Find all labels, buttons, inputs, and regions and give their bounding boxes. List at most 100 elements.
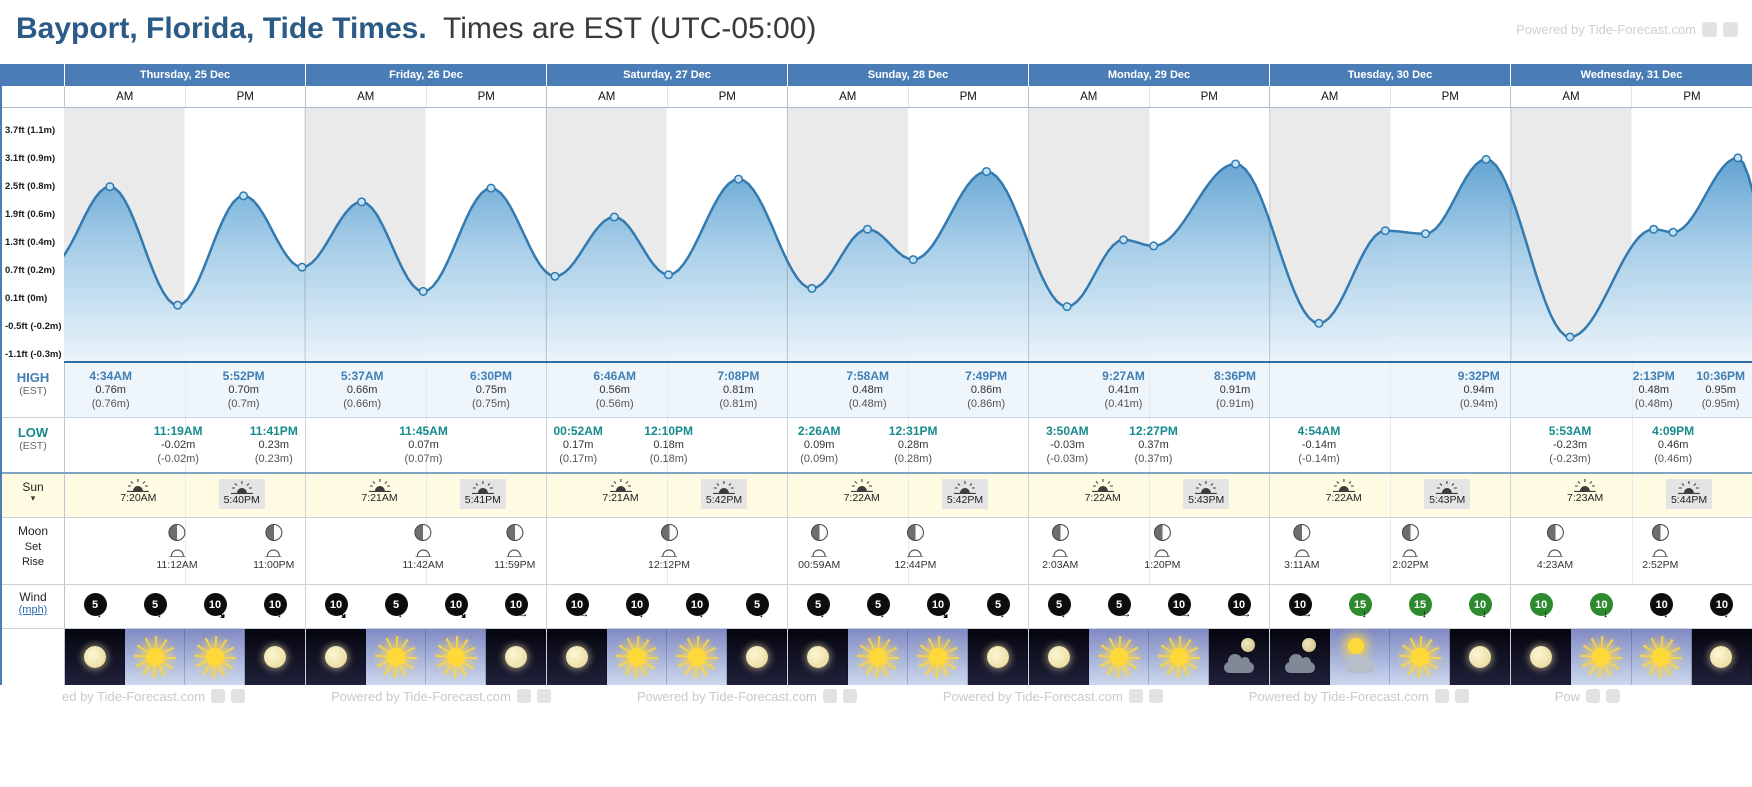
low-tide-height-m: 0.09m [803,439,835,451]
social-icon-1[interactable] [211,689,226,703]
wind-direction-arrow-icon: ↓ [819,608,826,620]
pm-label: PM [718,90,736,103]
watermark-text: ed by Tide-Forecast.com [62,688,206,704]
moon-cell: 00:59AM 12:44PM [788,518,1029,584]
wind-badge: 5 ↓ [806,593,830,620]
moon-set-event: 11:00PM [253,524,294,571]
day-header: Monday, 29 Dec [1029,64,1270,86]
y-axis-label: 1.9ft (0.6m) [5,209,56,220]
social-icon-1[interactable] [1585,689,1600,703]
wind-direction-arrow-icon: ↓ [758,608,765,620]
social-icon-2[interactable] [536,689,551,703]
social-icon-1[interactable] [822,689,837,703]
high-tide-time: 2:13PM [1632,369,1675,383]
moonrise-icon [1392,548,1428,557]
high-tide-entry: 10:36PM 0.95m (0.95m) [1696,369,1745,412]
wind-cell: 5 ↓ 5 ↓ 10 ↘ 5 ↓ [788,585,1029,628]
wind-direction-arrow-icon: ↓ [1481,608,1488,620]
watermark-top: Powered by Tide-Forecast.com [1516,22,1738,37]
wind-speed: 10 [1715,598,1728,611]
sunset-time: 5:43PM [1429,494,1466,506]
social-icon-2[interactable] [1723,22,1738,37]
sun-cell: 7:21AM 5:41PM [306,474,547,517]
weather-tile-clear-night [65,629,125,685]
sun-icon [1652,648,1671,666]
moon-icon [1710,646,1733,668]
social-icon-2[interactable] [231,689,246,703]
day-header: Sunday, 28 Dec [788,64,1029,86]
social-icon-1[interactable] [1128,689,1143,703]
wind-badge: 10 ↓ [1710,593,1734,620]
low-tide-cell: 2:26AM 0.09m (0.09m) 12:31PM 0.28m (0.28m) [788,418,1029,472]
weather-tile-sunny [607,629,667,685]
sun-row-expand-icon[interactable]: ▾ [30,493,36,503]
social-icon-2[interactable] [1454,689,1469,703]
location-title: Bayport, Florida, Tide Times. [16,12,427,45]
low-tide-entry: 11:19AM -0.02m (-0.02m) [154,424,203,467]
weather-tile-sunny [185,629,245,685]
moon-rise-time: 2:52PM [1642,559,1679,571]
moon-phase-icon [1401,524,1419,541]
footer-watermark: Powered by Tide-Forecast.com [331,689,551,704]
sunset-time: 5:41PM [464,494,501,506]
high-tide-cell: 6:46AM 0.56m (0.56m) 7:08PM 0.81m (0.81m) [547,363,788,417]
day-header-corner [2,64,65,86]
high-label: HIGH [16,370,50,385]
moon-set-time: 00:59AM [798,559,841,571]
weather-cell [65,629,306,685]
wind-speed: 10 [1473,598,1487,611]
sun-icon [1410,648,1429,666]
high-tide-height-m2: (0.75m) [472,397,510,410]
sun-icon [446,648,465,666]
sun-label: Sun [22,480,44,494]
social-icon-1[interactable] [1434,689,1449,703]
weather-tile-sunny [1390,629,1450,685]
weather-cell [306,629,547,685]
wind-badge: 10 ↓ [1529,593,1553,620]
high-tide-entry: 5:37AM 0.66m (0.66m) [341,369,384,412]
low-tide-time: 12:27PM [1129,424,1178,438]
social-icon-1[interactable] [1702,22,1717,37]
low-tide-entry: 12:27PM 0.37m (0.37m) [1129,424,1178,467]
wind-speed: 10 [268,598,282,611]
wind-unit-link[interactable]: (mph) [18,604,48,616]
weather-tile-cloudy-night [1209,629,1269,685]
sun-cells: 7:20AM 5:40PM 7:21AM 5:41PM 7:21AM 5:42PM 7:22… [65,474,1752,517]
moon-icon [504,646,527,668]
social-icon-1[interactable] [516,689,531,703]
moon-phase-icon [1293,524,1311,541]
am-label: AM [788,86,909,107]
watermark-text: Powered by Tide-Forecast.com [331,688,511,704]
moon-icon [986,646,1009,668]
wind-speed: 15 [1413,598,1427,611]
wind-cell: 10 ↘ 5 ↓ 10 ↘ 10 → [306,585,547,628]
social-icon-2[interactable] [1148,689,1163,703]
social-icon-2[interactable] [842,689,857,703]
weather-cell [1511,629,1752,685]
wind-speed: 5 [91,598,99,611]
moon-rise-event: 12:44PM [894,524,936,571]
weather-tile-clear-night [788,629,848,685]
moon-icon [1529,646,1552,668]
weather-tile-sunny [1089,629,1149,685]
high-tide-height-m: 0.70m [228,384,259,396]
low-tide-height-m2: (-0.03m) [1046,452,1089,465]
high-tide-height-m2: (0.66m) [343,397,382,410]
sunset-icon [706,481,742,494]
wind-direction-arrow-icon: ↓ [1060,608,1067,620]
sun-row: Sun ▾ 7:20AM 5:40PM 7:21AM 5:41PM 7:21AM 5:42… [2,474,1752,518]
high-tide-height-m: 0.91m [1219,384,1251,396]
high-tide-entry: 2:13PM 0.48m (0.48m) [1633,369,1675,412]
high-tide-entry: 6:46AM 0.56m (0.56m) [593,369,636,412]
high-tide-height-m: 0.76m [95,384,126,396]
weather-tile-clear-night [727,629,787,685]
social-icon-2[interactable] [1605,689,1620,703]
sunset-entry: 5:41PM [459,479,506,509]
high-tide-height-m: 0.75m [475,384,507,396]
low-tide-height-m: -0.14m [1301,439,1337,451]
wind-direction-arrow-icon: ↓ [1723,608,1729,620]
moon-set-event: 11:59PM [494,524,535,571]
low-label: LOW [17,425,49,440]
low-tide-height-m: 0.37m [1138,439,1169,451]
low-tide-height-m: 0.46m [1657,439,1689,451]
